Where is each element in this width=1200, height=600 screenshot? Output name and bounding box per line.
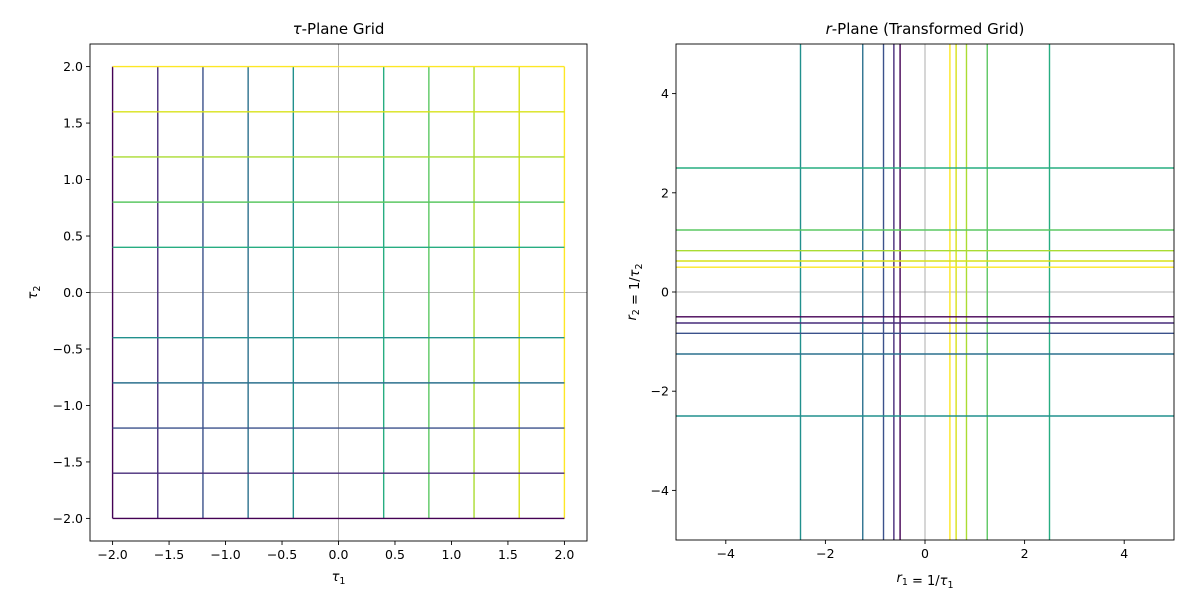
y-tick-label: −1.5 [53, 454, 83, 469]
x-axis-label: τ1 [332, 570, 346, 587]
y-ticks: −2.0 −1.5 −1.0 −0.5 0.0 0.5 1.0 1.5 2.0 [53, 59, 90, 526]
x-tick-label: 0.0 [329, 547, 349, 562]
x-ticks: −2.0 −1.5 −1.0 −0.5 0.0 0.5 1.0 1.5 2.0 [97, 541, 574, 562]
x-tick-label: −1.5 [154, 547, 184, 562]
grid-lines [111, 65, 566, 520]
x-tick-label: 1.0 [442, 547, 462, 562]
r-plane-chart: −4 −2 0 2 4 −4 −2 0 2 4 r-Plane (Transformed Gri… [625, 20, 1175, 591]
y-tick-label: 1.5 [63, 116, 83, 131]
y-tick-label: 0 [661, 285, 669, 300]
x-tick-label: −0.5 [267, 547, 297, 562]
x-tick-label: 4 [1120, 546, 1128, 561]
x-ticks: −4 −2 0 2 4 [717, 540, 1128, 561]
y-tick-label: −2 [651, 384, 669, 399]
reference-lines [90, 44, 587, 541]
y-tick-label: −4 [651, 483, 669, 498]
x-tick-label: −2.0 [97, 547, 127, 562]
y-tick-label: 1.0 [63, 172, 83, 187]
x-tick-label: −4 [717, 546, 735, 561]
x-tick-label: 0 [921, 546, 929, 561]
y-tick-label: 2 [661, 185, 669, 200]
y-tick-label: −0.5 [53, 341, 83, 356]
y-tick-label: 4 [661, 86, 669, 101]
y-ticks: −4 −2 0 2 4 [651, 86, 676, 498]
y-tick-label: 0.5 [63, 229, 83, 244]
x-tick-label: 2 [1021, 546, 1029, 561]
y-axis-label: τ2 [26, 286, 43, 300]
x-tick-label: 2.0 [554, 547, 574, 562]
y-tick-label: 0.0 [63, 285, 83, 300]
chart-title: τ-Plane Grid [293, 20, 385, 38]
x-tick-label: −2 [816, 546, 834, 561]
x-tick-label: 0.5 [385, 547, 405, 562]
y-tick-label: −2.0 [53, 511, 83, 526]
x-tick-label: −1.0 [210, 547, 240, 562]
x-tick-label: 1.5 [498, 547, 518, 562]
y-axis-label: r2 = 1/τ2 [625, 263, 645, 320]
x-axis-label: r1 = 1/τ1 [896, 571, 953, 591]
chart-title: r-Plane (Transformed Grid) [826, 20, 1025, 38]
grid-lines [676, 44, 1174, 540]
y-tick-label: −1.0 [53, 398, 83, 413]
reference-lines [676, 44, 1174, 540]
y-tick-label: 2.0 [63, 59, 83, 74]
tau-plane-chart: −2.0 −1.5 −1.0 −0.5 0.0 0.5 1.0 1.5 2.0 −2.0 −1.5… [26, 20, 588, 587]
